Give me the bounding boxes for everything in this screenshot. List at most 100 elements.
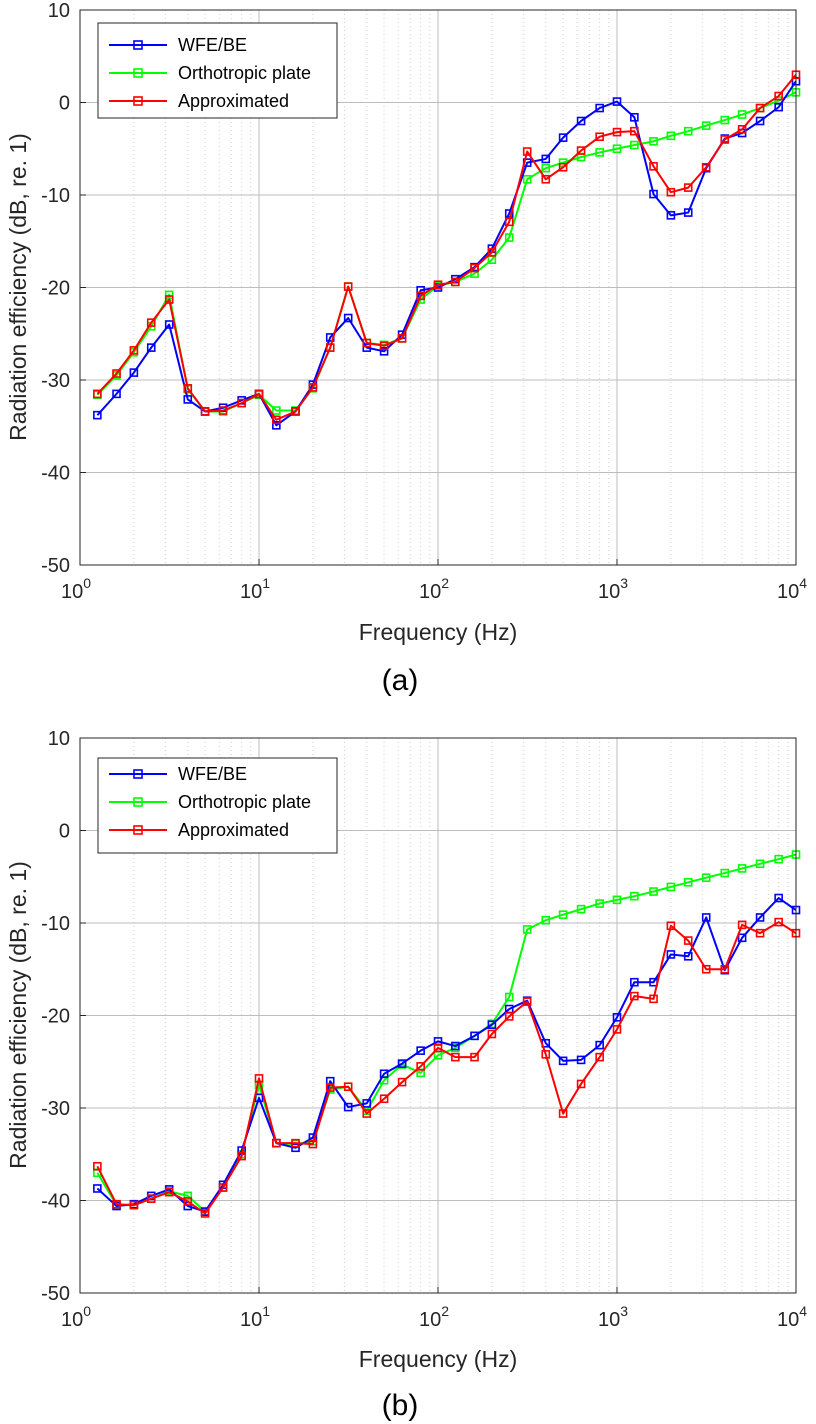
data-point-wfe (541, 154, 551, 164)
data-point-wfe (183, 395, 193, 404)
data-point-approx (683, 183, 693, 192)
data-point-wfe (416, 285, 425, 295)
data-point-ortho (630, 140, 639, 150)
legend-label-ortho: Orthotropic plate (178, 63, 311, 83)
legend-label-approx: Approximated (178, 820, 289, 840)
y-tick-label: -50 (41, 1283, 70, 1305)
data-point-ortho (649, 137, 658, 146)
data-point-approx (146, 1194, 156, 1203)
data-point-approx (487, 248, 497, 257)
data-point-approx (343, 1082, 353, 1092)
data-point-approx (755, 928, 765, 938)
data-point-approx (487, 1029, 497, 1039)
data-point-ortho (164, 290, 174, 300)
data-point-approx (720, 135, 730, 144)
data-point-approx (470, 263, 479, 273)
data-point-approx (146, 318, 156, 327)
data-point-approx (164, 1187, 174, 1197)
data-point-wfe (291, 1143, 300, 1153)
data-point-approx (666, 921, 676, 931)
data-point-approx (112, 369, 121, 378)
data-point-ortho (504, 992, 514, 1002)
data-point-wfe (451, 1041, 460, 1051)
y-tick-label: -10 (41, 185, 70, 207)
data-point-ortho (683, 877, 693, 887)
data-point-ortho (541, 163, 551, 173)
x-tick-exponent: 3 (620, 1303, 628, 1319)
data-point-ortho (774, 854, 783, 864)
data-point-wfe (93, 410, 102, 420)
data-point-approx (595, 132, 604, 142)
y-tick-label: -40 (41, 1191, 70, 1213)
data-point-approx (416, 1062, 425, 1071)
x-tick-exponent: 1 (262, 1303, 270, 1319)
data-point-wfe (666, 211, 676, 220)
x-tick-exponent: 2 (441, 1303, 449, 1319)
data-point-approx (183, 384, 193, 393)
data-point-approx (112, 1199, 121, 1209)
data-point-wfe (343, 313, 353, 323)
data-point-wfe (379, 1069, 389, 1079)
data-point-ortho (522, 925, 532, 934)
data-point-approx (701, 964, 711, 974)
data-point-approx (774, 91, 783, 101)
data-point-ortho (630, 891, 639, 901)
legend-label-wfe: WFE/BE (178, 35, 247, 55)
series-b (93, 850, 801, 1218)
x-tick-label: 102 (419, 575, 449, 603)
data-point-approx (522, 147, 532, 156)
legend-marker-approx (133, 825, 143, 835)
data-point-approx (237, 1151, 246, 1161)
data-point-ortho (683, 126, 693, 136)
data-point-ortho (612, 895, 622, 905)
legend-label-approx: Approximated (178, 91, 289, 111)
data-point-wfe (112, 389, 121, 399)
data-point-ortho (541, 915, 551, 925)
data-point-approx (576, 1079, 586, 1089)
data-point-approx (470, 1052, 479, 1062)
data-point-approx (379, 1094, 389, 1104)
data-point-approx (522, 997, 532, 1006)
x-tick-label: 103 (598, 575, 628, 603)
data-point-wfe (504, 209, 514, 218)
y-tick-label: -40 (41, 463, 70, 485)
data-point-ortho (595, 899, 604, 908)
data-point-approx (451, 1052, 460, 1062)
data-point-wfe (470, 1031, 479, 1041)
y-tick-label: -20 (41, 1006, 70, 1028)
data-point-approx (397, 334, 407, 343)
data-point-wfe (129, 368, 139, 377)
data-point-approx (737, 920, 747, 930)
y-axis-label-a: Radiation efficiency (dB, re. 1) (5, 133, 31, 441)
data-point-wfe (146, 343, 156, 352)
series-a (93, 70, 801, 430)
data-point-wfe (649, 189, 658, 199)
data-point-wfe (774, 102, 783, 112)
x-tick-label: 104 (777, 575, 807, 603)
data-point-approx (325, 1083, 335, 1092)
data-point-ortho (720, 115, 730, 125)
x-tick-exponent: 1 (262, 575, 270, 591)
data-point-wfe (343, 1102, 353, 1112)
data-point-approx (541, 1050, 551, 1059)
data-point-wfe (666, 950, 676, 959)
legend-label-wfe: WFE/BE (178, 764, 247, 784)
data-point-wfe (576, 1055, 586, 1065)
data-point-approx (218, 1183, 228, 1192)
data-point-approx (416, 291, 425, 301)
data-point-ortho (272, 406, 281, 415)
data-point-approx (649, 162, 658, 171)
data-point-approx (504, 217, 514, 227)
data-point-wfe (576, 116, 586, 126)
data-point-wfe (630, 113, 639, 122)
data-point-approx (612, 127, 622, 137)
data-point-approx (343, 282, 353, 291)
y-axis-label-b: Radiation efficiency (dB, re. 1) (5, 861, 31, 1169)
data-point-ortho (666, 882, 676, 892)
x-tick-exponent: 0 (83, 575, 91, 591)
data-point-ortho (522, 174, 532, 184)
data-point-ortho (755, 859, 765, 869)
data-point-wfe (272, 421, 281, 430)
